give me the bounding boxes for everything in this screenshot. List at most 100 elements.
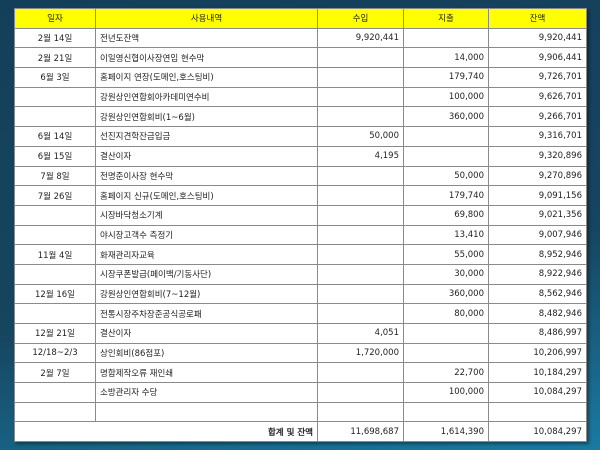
table-row (14, 401, 587, 423)
income-cell (317, 47, 404, 69)
date-cell (14, 263, 96, 285)
date-cell (14, 106, 96, 128)
income-cell (317, 165, 404, 187)
header-date: 일자 (14, 8, 96, 29)
balance-cell: 9,316,701 (488, 126, 587, 147)
table-row: 강원상인연합회비(1~6월) 360,000 9,266,701 (14, 106, 587, 128)
expense-cell (403, 342, 489, 364)
date-cell: 7월 8일 (14, 165, 96, 187)
description-cell: 홈페이지 신규(도메인,호스팅비) (95, 185, 318, 206)
header-balance: 잔액 (488, 8, 587, 29)
table-row: 7월 8일 전명준이사장 현수막 50,000 9,270,896 (14, 165, 587, 187)
expense-cell: 100,000 (403, 86, 489, 108)
table-row: 12월 16일 강원상인연합회비(7~12월) 360,000 8,562,946 (14, 283, 587, 305)
header-row: 일자 사용내역 수입 지출 잔액 (14, 8, 587, 29)
expense-cell: 22,700 (403, 362, 489, 384)
balance-cell: 9,007,946 (488, 224, 587, 246)
balance-cell: 10,206,997 (488, 342, 587, 364)
date-cell (14, 303, 96, 324)
header-income: 수입 (317, 8, 404, 29)
table-row: 소방관리자 수당 100,000 10,084,297 (14, 382, 587, 403)
header-description: 사용내역 (95, 8, 318, 29)
date-cell: 2월 14일 (14, 27, 96, 49)
expense-cell: 69,800 (403, 204, 489, 226)
balance-cell: 9,021,356 (488, 204, 587, 226)
income-cell (317, 401, 404, 423)
expense-cell: 360,000 (403, 106, 489, 128)
balance-cell: 8,922,946 (488, 263, 587, 285)
table-row: 6월 3일 홈페이지 연장(도메인,호스팅비) 179,740 9,726,701 (14, 67, 587, 88)
table-row: 11월 4일 화재관리자교육 55,000 8,952,946 (14, 244, 587, 265)
balance-cell: 9,270,896 (488, 165, 587, 187)
expense-cell (403, 145, 489, 167)
expense-cell: 13,410 (403, 224, 489, 246)
balance-cell: 8,952,946 (488, 244, 587, 265)
description-cell: 전년도잔액 (95, 27, 318, 49)
description-cell: 시장쿠폰발급(페이백/기동사단) (95, 263, 318, 285)
table-row: 6월 15일 결산이자 4,195 9,320,896 (14, 145, 587, 167)
income-cell (317, 263, 404, 285)
table-row: 12월 21일 결산이자 4,051 8,486,997 (14, 323, 587, 344)
table-row: 6월 14일 선진지견학잔금입금 50,000 9,316,701 (14, 126, 587, 147)
total-expense: 1,614,390 (403, 421, 489, 443)
total-label: 합계 및 잔액 (14, 421, 318, 443)
date-cell: 2월 7일 (14, 362, 96, 384)
date-cell: 12/18~2/3 (14, 342, 96, 364)
table-row: 2월 21일 이일영신협이사장연임 현수막 14,000 9,906,441 (14, 47, 587, 69)
description-cell: 전명준이사장 현수막 (95, 165, 318, 187)
date-cell (14, 224, 96, 246)
total-balance: 10,084,297 (488, 421, 587, 443)
description-cell: 강원상인연합회비(7~12월) (95, 283, 318, 305)
table-row: 시장쿠폰발급(페이백/기동사단) 30,000 8,922,946 (14, 263, 587, 285)
balance-cell: 10,184,297 (488, 362, 587, 384)
balance-cell: 9,266,701 (488, 106, 587, 128)
description-cell (95, 401, 318, 423)
date-cell (14, 204, 96, 226)
balance-cell: 9,626,701 (488, 86, 587, 108)
description-cell: 소방관리자 수당 (95, 382, 318, 403)
table-row: 시장바닥청소기계 69,800 9,021,356 (14, 204, 587, 226)
balance-cell: 10,084,297 (488, 382, 587, 403)
expense-cell (403, 126, 489, 147)
balance-cell: 8,562,946 (488, 283, 587, 305)
date-cell: 12월 16일 (14, 283, 96, 305)
description-cell: 결산이자 (95, 323, 318, 344)
description-cell: 화재관리자교육 (95, 244, 318, 265)
expense-cell: 179,740 (403, 185, 489, 206)
income-cell (317, 303, 404, 324)
income-cell: 1,720,000 (317, 342, 404, 364)
income-cell (317, 382, 404, 403)
description-cell: 선진지견학잔금입금 (95, 126, 318, 147)
balance-cell: 9,906,441 (488, 47, 587, 69)
expense-cell: 30,000 (403, 263, 489, 285)
table-row: 강원상인연합회아카데미연수비 100,000 9,626,701 (14, 86, 587, 108)
description-cell: 야시장고객수 측정기 (95, 224, 318, 246)
income-cell: 4,195 (317, 145, 404, 167)
table-row: 야시장고객수 측정기 13,410 9,007,946 (14, 224, 587, 246)
date-cell: 6월 3일 (14, 67, 96, 88)
description-cell: 이일영신협이사장연임 현수막 (95, 47, 318, 69)
expense-cell: 80,000 (403, 303, 489, 324)
expense-cell: 14,000 (403, 47, 489, 69)
table-row: 2월 7일 명함제작오류 재인쇄 22,700 10,184,297 (14, 362, 587, 384)
income-cell: 4,051 (317, 323, 404, 344)
total-row: 합계 및 잔액 11,698,687 1,614,390 10,084,297 (14, 421, 587, 443)
description-cell: 홈페이지 연장(도메인,호스팅비) (95, 67, 318, 88)
income-cell (317, 362, 404, 384)
balance-cell (488, 401, 587, 423)
ledger-table: 일자 사용내역 수입 지출 잔액 2월 14일 전년도잔액 9,920,441 9,9… (14, 8, 587, 443)
expense-cell: 360,000 (403, 283, 489, 305)
header-expense: 지출 (403, 8, 489, 29)
description-cell: 강원상인연합회비(1~6월) (95, 106, 318, 128)
date-cell: 7월 26일 (14, 185, 96, 206)
description-cell: 명함제작오류 재인쇄 (95, 362, 318, 384)
expense-cell: 50,000 (403, 165, 489, 187)
date-cell (14, 382, 96, 403)
date-cell: 2월 21일 (14, 47, 96, 69)
income-cell (317, 67, 404, 88)
date-cell: 6월 14일 (14, 126, 96, 147)
income-cell: 50,000 (317, 126, 404, 147)
description-cell: 강원상인연합회아카데미연수비 (95, 86, 318, 108)
income-cell (317, 244, 404, 265)
date-cell: 12월 21일 (14, 323, 96, 344)
